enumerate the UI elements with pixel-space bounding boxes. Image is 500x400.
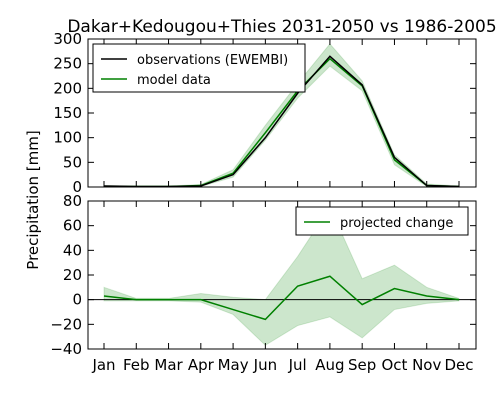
xtick-label-jun: Jun xyxy=(253,356,277,374)
top-ytick-label: 0 xyxy=(72,178,82,196)
top-legend-label-1: model data xyxy=(137,73,211,88)
xtick-label-nov: Nov xyxy=(412,356,441,374)
top-panel: 0 50 100 150 200 250 300 observations (EWEMBI) m… xyxy=(53,30,477,196)
bottom-ytick-label: 40 xyxy=(63,241,82,259)
xtick-label-feb: Feb xyxy=(123,356,150,374)
top-ytick-label: 100 xyxy=(53,129,82,147)
top-ytick-label: 200 xyxy=(53,79,82,97)
chart-title: Dakar+Kedougou+Thies 2031-2050 vs 1986-2… xyxy=(67,17,496,37)
top-legend-label-0: observations (EWEMBI) xyxy=(137,53,288,68)
xtick-label-oct: Oct xyxy=(381,356,407,374)
bottom-ytick-label: 20 xyxy=(63,266,82,284)
x-axis-ticks: Jan Feb Mar Apr May Jun Jul Aug Sep Oct Nov Dec xyxy=(91,356,473,374)
bottom-ytick-label: 80 xyxy=(63,192,82,210)
bottom-series-line-0 xyxy=(103,275,460,321)
top-ytick-label: 300 xyxy=(53,30,82,48)
bottom-ytick-label: −40 xyxy=(50,340,82,358)
xtick-label-may: May xyxy=(218,356,249,374)
xtick-label-jan: Jan xyxy=(91,356,115,374)
bottom-ytick-label: 0 xyxy=(72,291,82,309)
xtick-label-jul: Jul xyxy=(288,356,307,374)
xtick-label-sep: Sep xyxy=(348,356,376,374)
top-legend xyxy=(92,43,306,93)
bottom-legend-label-0: projected change xyxy=(340,216,453,231)
bottom-band-0 xyxy=(103,206,460,346)
top-ytick-label: 150 xyxy=(53,104,82,122)
top-ytick-label: 50 xyxy=(63,153,82,171)
bottom-panel: −40 −20 0 20 40 60 80 projected change xyxy=(50,192,477,358)
bottom-legend xyxy=(295,206,469,236)
xtick-label-apr: Apr xyxy=(188,356,215,374)
xtick-label-mar: Mar xyxy=(154,356,183,374)
bottom-ytick-label: 60 xyxy=(63,217,82,235)
y-axis-label: Precipitation [mm] xyxy=(24,130,42,269)
xtick-label-aug: Aug xyxy=(315,356,344,374)
top-ytick-label: 250 xyxy=(53,55,82,73)
xtick-label-dec: Dec xyxy=(444,356,473,374)
bottom-ytick-label: −20 xyxy=(50,315,82,333)
